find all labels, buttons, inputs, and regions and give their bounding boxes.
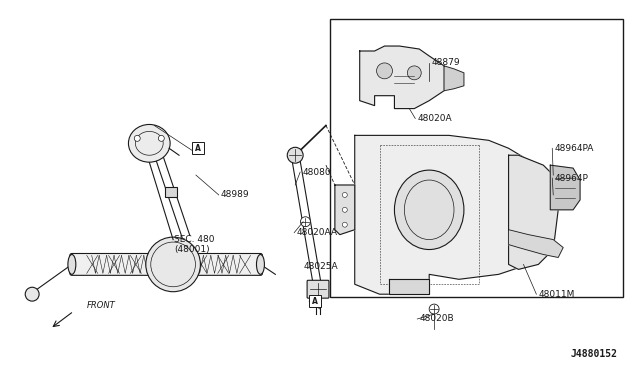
Polygon shape — [444, 66, 464, 91]
Text: 48020AA: 48020AA — [296, 228, 337, 237]
Text: SEC. 480: SEC. 480 — [174, 235, 214, 244]
Circle shape — [301, 217, 310, 227]
Polygon shape — [390, 279, 429, 294]
Text: A: A — [195, 144, 201, 153]
Text: 48020B: 48020B — [419, 314, 454, 324]
Text: J4880152: J4880152 — [571, 349, 618, 359]
Circle shape — [376, 63, 392, 79]
Text: FRONT: FRONT — [87, 301, 115, 310]
Circle shape — [134, 135, 140, 141]
Text: 48964PA: 48964PA — [554, 144, 594, 153]
Text: (48001): (48001) — [174, 245, 210, 254]
Circle shape — [342, 207, 348, 212]
Polygon shape — [355, 135, 543, 294]
Circle shape — [342, 222, 348, 227]
Text: 48025A: 48025A — [303, 262, 338, 271]
Bar — [309, 295, 321, 307]
Text: 48020A: 48020A — [417, 114, 452, 123]
FancyBboxPatch shape — [165, 187, 177, 197]
Circle shape — [287, 147, 303, 163]
Polygon shape — [335, 185, 355, 235]
Polygon shape — [550, 165, 580, 210]
Circle shape — [25, 287, 39, 301]
Polygon shape — [509, 230, 563, 257]
Ellipse shape — [129, 125, 170, 162]
Ellipse shape — [257, 254, 264, 274]
Circle shape — [158, 135, 164, 141]
FancyBboxPatch shape — [307, 280, 329, 298]
Text: 48879: 48879 — [431, 58, 460, 67]
Ellipse shape — [394, 170, 464, 250]
Bar — [330, 19, 623, 297]
Circle shape — [407, 66, 421, 80]
Text: 48011M: 48011M — [538, 290, 575, 299]
Text: 48989: 48989 — [221, 190, 250, 199]
Bar — [192, 142, 204, 154]
Circle shape — [429, 304, 439, 314]
Polygon shape — [509, 155, 558, 269]
Text: A: A — [312, 296, 318, 306]
Text: 48964P: 48964P — [554, 174, 588, 183]
Ellipse shape — [68, 254, 76, 274]
Ellipse shape — [146, 237, 200, 292]
FancyBboxPatch shape — [70, 253, 262, 275]
Polygon shape — [360, 46, 444, 109]
Text: 48080: 48080 — [302, 168, 331, 177]
Circle shape — [342, 192, 348, 198]
